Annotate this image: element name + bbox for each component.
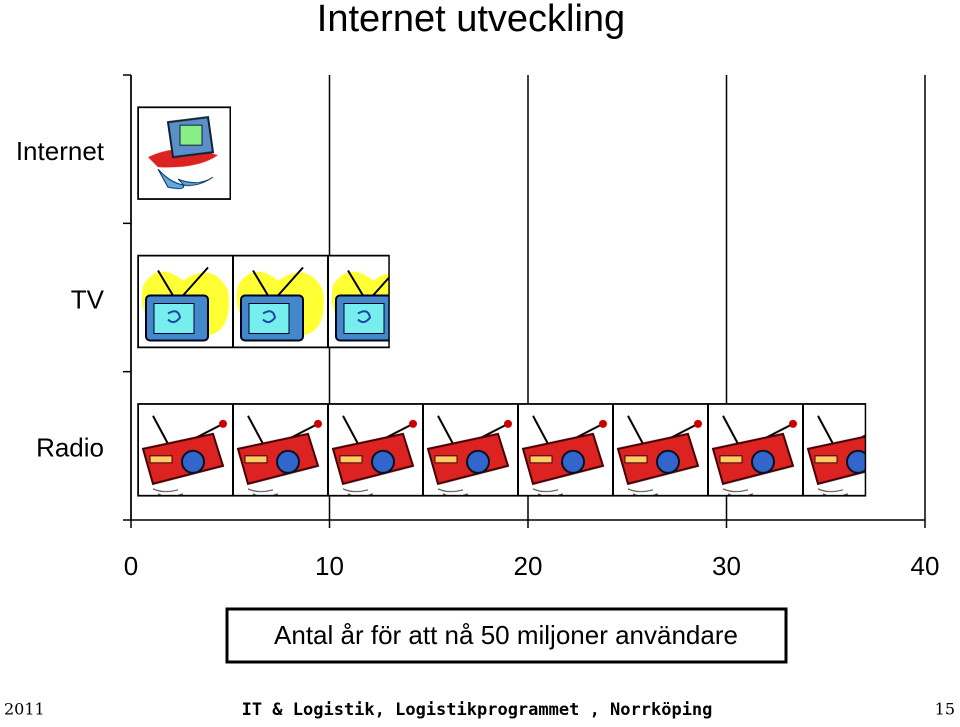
bar [137,106,231,200]
footer-center: IT & Logistik, Logistikprogrammet , Norr… [242,700,713,720]
x-tick-label: 40 [911,551,940,581]
x-axis-label: Antal år för att nå 50 miljoner användar… [274,620,738,650]
x-label-box [225,607,788,664]
footer-left: 2011 [4,700,45,719]
chart-title: Internet utveckling [317,0,625,40]
x-tick-label: 20 [514,551,543,581]
x-tick-label: 10 [315,551,344,581]
footer-right: 15 [935,700,955,719]
y-tick-label: Radio [36,433,104,463]
bar [137,403,867,497]
bar [137,254,390,349]
y-tick-label: Internet [16,136,105,166]
x-tick-label: 0 [124,551,138,581]
x-tick-label: 30 [712,551,741,581]
y-tick-label: TV [71,284,105,314]
